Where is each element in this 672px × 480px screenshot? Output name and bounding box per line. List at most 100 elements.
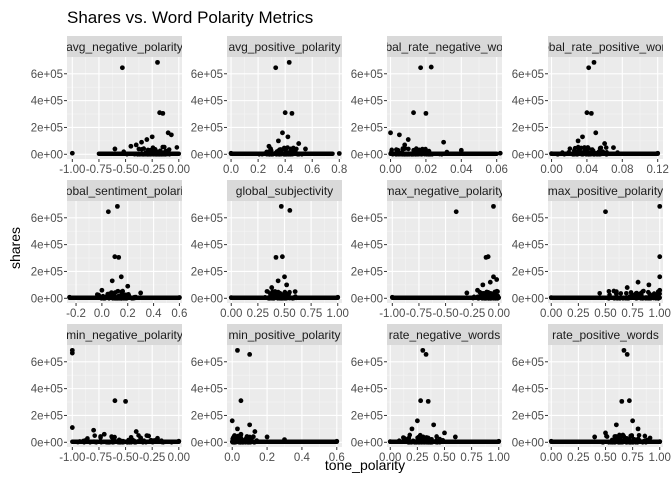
x-tick-label: 0.25 (406, 452, 428, 464)
x-tick-label: 0.4 (294, 452, 311, 464)
x-tick-label: 0.02 (415, 164, 437, 176)
data-point (642, 433, 648, 439)
data-point (238, 431, 244, 437)
data-point (273, 290, 279, 296)
facet-strip-label: global_sentiment_polarity (56, 184, 192, 198)
data-point (286, 59, 292, 65)
x-tick-label: 0.4 (146, 308, 163, 320)
data-point (166, 147, 172, 152)
data-point (155, 59, 160, 65)
data-point (112, 254, 118, 260)
y-tick-label: 2e+05 (31, 122, 63, 134)
data-point (139, 139, 144, 145)
data-point (251, 434, 256, 439)
x-tick-label: 0.00 (168, 164, 190, 176)
x-tick-label: 0.04 (576, 164, 599, 176)
facet-panel: global_rate_negative_words 0e+00 2e+05 4e+0… (351, 36, 508, 176)
panel-background (67, 345, 182, 447)
x-tick-label: 0.25 (567, 308, 589, 320)
data-point (150, 145, 156, 150)
facet-strip-label: min_negative_polarity (66, 328, 183, 342)
data-point (115, 289, 120, 294)
x-tick-label: 0.12 (646, 164, 668, 176)
facet-strip (548, 180, 663, 201)
data-point (145, 147, 151, 153)
y-tick-label: 0e+00 (191, 293, 223, 305)
data-point (282, 289, 288, 295)
data-point (497, 150, 503, 156)
data-point (109, 278, 115, 284)
facet-panel: rate_negative_words 0e+00 2e+05 4e+05 6e+05 0… (351, 324, 510, 464)
data-point (123, 398, 128, 404)
data-point (292, 289, 298, 294)
data-point (99, 287, 105, 293)
y-tick-label: 2e+05 (351, 266, 383, 278)
data-point (636, 432, 642, 438)
data-point (657, 274, 663, 280)
data-point (411, 110, 416, 116)
data-point (603, 430, 608, 436)
data-point (584, 110, 590, 116)
facet-strip (548, 324, 663, 345)
data-point (401, 435, 407, 441)
data-point (593, 130, 599, 136)
x-tick-label: -0.25 (139, 164, 165, 176)
data-point (228, 150, 234, 156)
data-point (144, 137, 150, 142)
y-tick-label: 6e+05 (512, 213, 544, 225)
y-tick-label: 6e+05 (191, 69, 223, 81)
y-tick-label: 2e+05 (512, 410, 544, 422)
facet-panel: global_sentiment_polarity 0e+00 2e+05 4e+05… (31, 180, 192, 320)
data-point (591, 59, 597, 65)
data-point (276, 138, 281, 144)
facet-panel: max_negative_polarity 0e+00 2e+05 4e+05 6e+0… (351, 180, 510, 320)
data-point (289, 110, 295, 116)
data-point (136, 146, 142, 152)
x-tick-label: 0.00 (220, 308, 242, 320)
x-tick-label: 1.00 (327, 308, 349, 320)
y-tick-label: 0e+00 (31, 293, 63, 305)
y-tick-label: 4e+05 (31, 384, 63, 396)
x-tick-label: -0.50 (112, 164, 138, 176)
data-point (580, 134, 585, 140)
facet-strip-label: max_positive_polarity (548, 184, 663, 198)
data-point (480, 282, 486, 288)
data-point (619, 398, 625, 404)
data-point (162, 144, 167, 150)
y-tick-label: 0e+00 (191, 437, 223, 449)
facet-panel: min_negative_polarity 0e+00 2e+05 4e+05 6e+0… (31, 324, 190, 464)
data-point (141, 146, 147, 151)
data-point (174, 145, 180, 150)
data-point (635, 279, 641, 285)
panel-background (227, 57, 342, 159)
y-tick-label: 6e+05 (191, 357, 223, 369)
data-point (69, 150, 75, 156)
data-point (276, 148, 282, 153)
data-point (405, 137, 411, 142)
y-tick-label: 2e+05 (191, 410, 223, 422)
facet-strip (387, 36, 502, 57)
data-point (549, 151, 554, 157)
data-point (603, 209, 608, 215)
x-tick-label: 0.2 (259, 452, 275, 464)
y-tick-label: 6e+05 (31, 357, 63, 369)
data-point (282, 437, 287, 443)
data-point (475, 287, 480, 293)
data-point (387, 439, 393, 445)
facet-strip (67, 36, 182, 57)
facet-strip-label: max_negative_polarity (384, 184, 504, 198)
x-tick-label: -1.00 (59, 452, 85, 464)
x-tick-label: 0.00 (540, 452, 562, 464)
facet-strip-label: min_positive_polarity (228, 328, 340, 342)
y-tick-label: 0e+00 (351, 293, 383, 305)
data-point (101, 431, 107, 437)
facet-strip-label: avg_positive_polarity (228, 40, 340, 54)
data-point (282, 110, 288, 116)
facet-panel: min_positive_polarity 0e+00 2e+05 4e+05 6e+0… (191, 324, 345, 464)
facet-strip-label: avg_negative_polarity (66, 40, 183, 54)
y-tick-label: 4e+05 (351, 384, 383, 396)
x-tick-label: 0.00 (540, 308, 562, 320)
data-point (279, 254, 285, 260)
x-tick-label: 0.04 (450, 164, 473, 176)
data-point (335, 294, 341, 300)
